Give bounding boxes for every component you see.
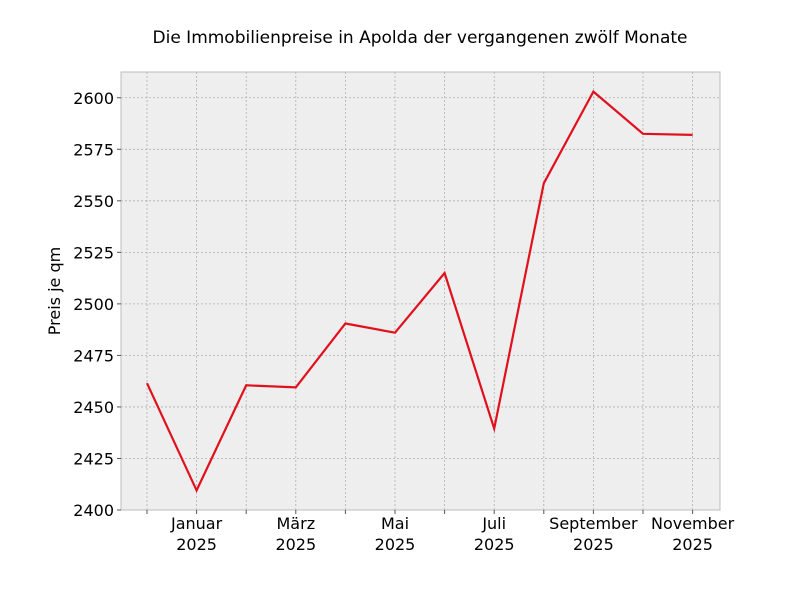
x-tick-label: November 2025: [651, 514, 735, 554]
y-tick-label: 2525: [73, 243, 114, 262]
x-tick-label-year: 2025: [474, 535, 515, 554]
plot-frame: [120, 71, 721, 511]
y-tick-label: 2475: [73, 346, 114, 365]
x-tick-label-year: 2025: [672, 535, 713, 554]
y-tick-label: 2550: [73, 192, 114, 211]
y-tick-label: 2600: [73, 89, 114, 108]
grid-lines: [121, 72, 720, 511]
x-tick-label-month: Januar: [170, 514, 223, 533]
y-tick-label: 2425: [73, 449, 114, 468]
y-tick-label: 2400: [73, 501, 114, 520]
x-tick-label-month: März: [277, 514, 316, 533]
x-tick-label-month: September: [549, 514, 638, 533]
y-tick-label: 2500: [73, 295, 114, 314]
x-tick-label-year: 2025: [176, 535, 217, 554]
x-tick-label: September 2025: [549, 514, 638, 554]
plot-area: [121, 72, 720, 510]
x-tick-label-month: Juli: [481, 514, 506, 533]
y-tick-label: 2575: [73, 140, 114, 159]
x-tick-label: März 2025: [275, 514, 316, 554]
x-tick-label-year: 2025: [375, 535, 416, 554]
y-axis-label: Preis je qm: [45, 247, 64, 335]
x-tick-label: Januar 2025: [170, 514, 223, 554]
series-line-0: [146, 89, 693, 493]
x-tick-label: Juli 2025: [474, 514, 515, 554]
x-tick-label-month: November: [651, 514, 735, 533]
x-tick-label: Mai 2025: [375, 514, 416, 554]
x-tick-label-year: 2025: [275, 535, 316, 554]
y-axis: 2400 2425 2450 2475 2500 2525 2550 2575 2600: [73, 89, 121, 520]
chart-title: Die Immobilienpreise in Apolda der verga…: [153, 28, 688, 48]
x-tick-label-year: 2025: [573, 535, 614, 554]
series-layer: [146, 89, 693, 493]
x-tick-label-month: Mai: [381, 514, 409, 533]
y-tick-label: 2450: [73, 398, 114, 417]
